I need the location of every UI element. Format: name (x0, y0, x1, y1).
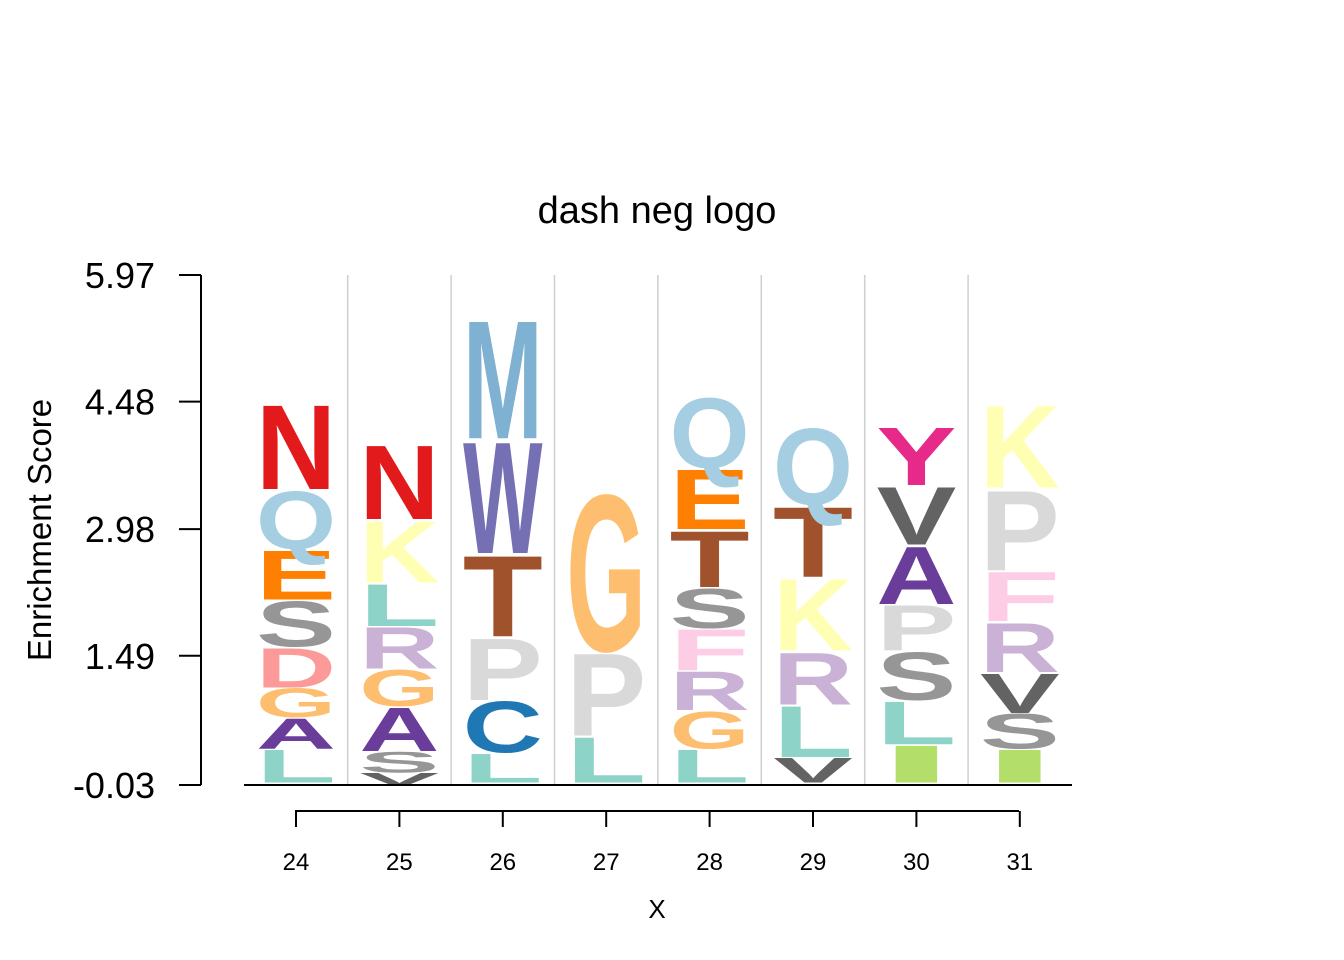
logo-letter-l: L (256, 740, 336, 793)
x-tick-label: 30 (903, 849, 930, 876)
logo-letter-r: R (773, 637, 853, 720)
logo-letter-f: F (670, 617, 750, 683)
x-tick-label: 27 (593, 849, 620, 876)
logo-letter-g: G (670, 701, 750, 760)
position-separators (346, 275, 969, 785)
logo-letter-s: S (670, 576, 750, 639)
y-axis-label: Enrichment Score (21, 399, 58, 661)
logo-letter-p: P (876, 593, 956, 665)
logo-letter-a: A (256, 709, 336, 758)
logo-letter-p: P (980, 466, 1060, 594)
x-tick-label: 29 (800, 849, 827, 876)
logo-letter-p: P (566, 630, 646, 762)
logo-letter-t: T (773, 486, 853, 599)
chart-title: dash neg logo (538, 190, 777, 232)
logo-letter-i: I (876, 734, 956, 793)
logo-letter-l: L (359, 572, 439, 639)
logo-letter-r: R (670, 660, 750, 722)
logo-letter-l: L (876, 688, 956, 757)
logo-letter-m: M (463, 287, 543, 475)
logo-letter-f: F (980, 558, 1060, 637)
logo-letter-k: K (980, 381, 1060, 513)
logo-letter-g: G (256, 680, 336, 726)
y-tick-label: -0.03 (73, 765, 155, 806)
logo-letter-t: T (463, 532, 543, 661)
logo-letter-y: Y (876, 410, 956, 502)
logo-letter-e: E (256, 536, 336, 615)
logo-letter-l: L (773, 691, 853, 772)
logo-letter-l: L (670, 740, 750, 793)
logo-letter-w: W (463, 410, 543, 588)
y-tick-label: 1.49 (85, 636, 155, 677)
logo-letter-q: Q (256, 474, 336, 566)
y-tick-label: 2.98 (85, 509, 155, 550)
x-tick-label: 31 (1006, 849, 1033, 876)
logo-letter-n: N (359, 423, 439, 541)
logo-letter-g: G (359, 659, 439, 717)
x-tick-label: 24 (283, 849, 310, 876)
x-axis-label: X (648, 894, 665, 924)
logo-letter-c: C (463, 686, 543, 768)
logo-letter-v: V (773, 750, 853, 790)
logo-letter-k: K (359, 503, 439, 602)
logo-letter-p: P (463, 621, 543, 719)
logo-letter-t: T (670, 515, 750, 604)
logo-letter-v: V (877, 470, 957, 563)
logo-letter-s: S (256, 589, 336, 661)
logo-letter-q: Q (670, 377, 750, 490)
logo-letter-s: S (359, 746, 439, 779)
logo-letter-a: A (359, 695, 439, 765)
logo-letter-n: N (256, 380, 336, 515)
logo-letter-a: A (876, 530, 956, 622)
logo-letter-l: L (463, 745, 543, 791)
x-axis: 24 25 26 27 28 29 30 31 (283, 810, 1033, 876)
logo-letter-r: R (359, 615, 439, 681)
x-ticks: 24 25 26 27 28 29 30 31 (283, 811, 1033, 876)
y-tick-label: 4.48 (85, 382, 155, 423)
logo-letter-s: S (980, 704, 1060, 759)
logo-letter-v: V (980, 661, 1060, 725)
y-axis: 5.97 4.48 2.98 1.49 -0.03 (73, 255, 202, 806)
x-tick-label: 28 (696, 849, 723, 876)
y-ticks: 5.97 4.48 2.98 1.49 -0.03 (73, 255, 201, 806)
logo-letter-i: I (980, 740, 1060, 793)
logo-letter-g: G (566, 448, 646, 699)
y-tick-label: 5.97 (85, 255, 155, 296)
x-tick-label: 25 (386, 849, 413, 876)
logo-letter-r: R (980, 608, 1060, 687)
logo-letter-q: Q (773, 405, 853, 528)
logo-letter-e: E (670, 453, 750, 548)
logo-letter-d: D (256, 636, 336, 700)
x-tick-label: 26 (489, 849, 516, 876)
logo-letter-s: S (876, 638, 956, 714)
logo-letter-k: K (773, 557, 853, 672)
